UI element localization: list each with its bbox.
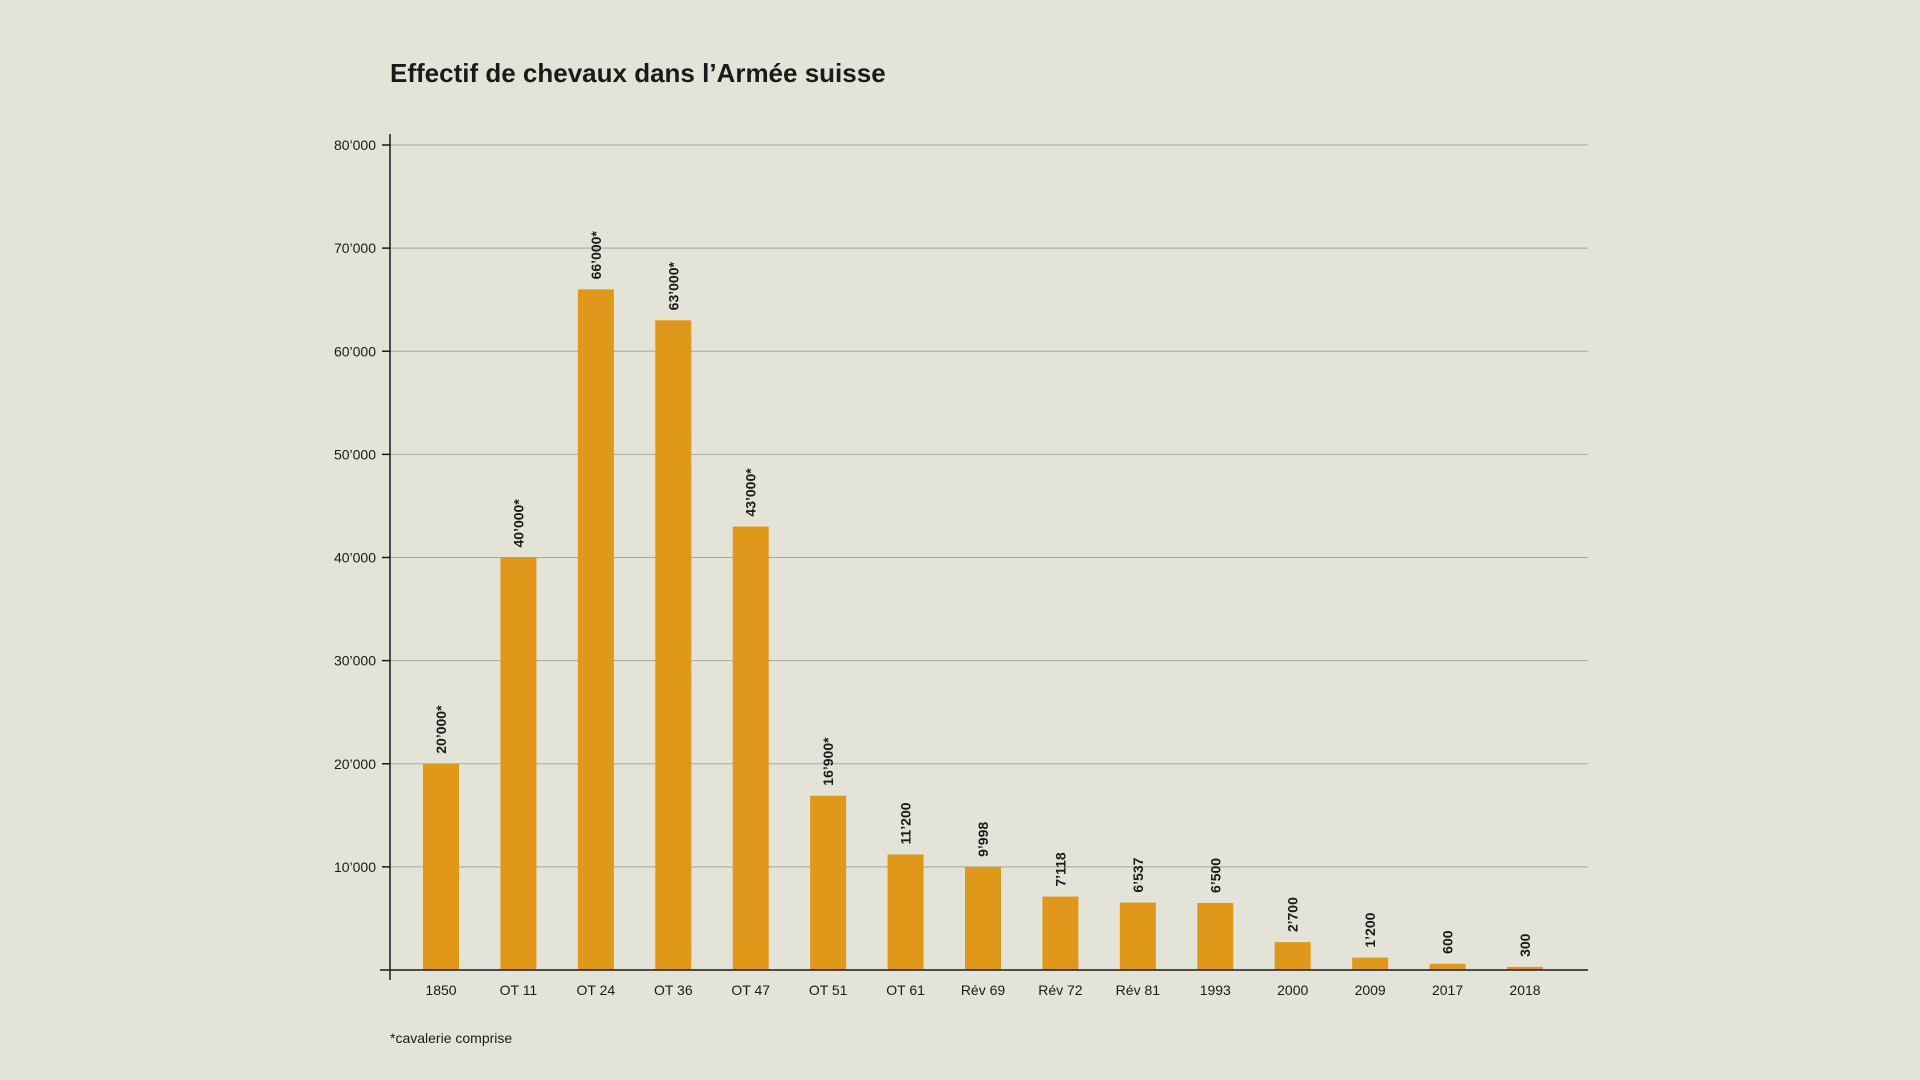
x-tick-label: 2018 [1509, 982, 1540, 998]
x-tick-label: OT 24 [577, 982, 616, 998]
x-tick-label: OT 47 [731, 982, 770, 998]
y-tick-label: 10’000 [334, 859, 376, 875]
data-label: 2’700 [1285, 897, 1301, 932]
x-tick-label: 1850 [425, 982, 456, 998]
bar [1119, 902, 1156, 970]
bar [965, 866, 1001, 970]
bar [1507, 966, 1543, 970]
bar [423, 763, 459, 970]
data-label: 6’537 [1130, 857, 1146, 892]
x-tick-label: 1993 [1200, 982, 1231, 998]
bar [500, 557, 537, 970]
y-tick-label: 50’000 [334, 446, 376, 462]
x-tick-label: Rév 81 [1116, 982, 1161, 998]
x-tick-label: OT 11 [500, 982, 538, 998]
data-label: 600 [1440, 930, 1456, 954]
footnote: *cavalerie comprise [390, 1030, 512, 1046]
y-tick-label: 80’000 [334, 137, 376, 153]
data-label: 6’500 [1207, 858, 1223, 893]
data-label: 43’000* [743, 468, 759, 517]
y-tick-label: 70’000 [334, 240, 376, 256]
y-tick-label: 30’000 [334, 653, 376, 669]
x-tick-label: Rév 69 [961, 982, 1006, 998]
x-tick-label: 2000 [1277, 982, 1308, 998]
bar [887, 854, 924, 970]
data-label: 20’000* [433, 705, 449, 754]
data-label: 16’900* [820, 737, 836, 786]
labels: 10’000 20’000 30’000 40’000 50’000 60’000 70’0… [334, 137, 1541, 998]
bars [423, 289, 1543, 970]
chart-title: Effectif de chevaux dans l’Armée suisse [390, 58, 886, 88]
y-tick-label: 40’000 [334, 550, 376, 566]
data-label: 63’000* [665, 261, 681, 310]
data-label: 11’200 [898, 802, 914, 844]
data-label: 9’998 [975, 822, 991, 857]
bar [655, 320, 692, 970]
data-label: 40’000* [510, 499, 526, 548]
data-label: 66’000* [588, 231, 604, 280]
bar [577, 289, 614, 970]
bar [1197, 902, 1234, 970]
data-label: 7’118 [1052, 852, 1068, 886]
axes [380, 134, 1588, 980]
data-label: 300 [1517, 933, 1533, 957]
x-tick-label: 2009 [1355, 982, 1386, 998]
bar [1429, 963, 1466, 970]
data-label: 1’200 [1362, 912, 1378, 947]
x-tick-label: Rév 72 [1038, 982, 1083, 998]
gridlines [390, 144, 1588, 868]
x-tick-label: OT 36 [654, 982, 693, 998]
bar [1352, 957, 1389, 970]
y-tick-label: 20’000 [334, 756, 376, 772]
y-tick-label: 60’000 [334, 343, 376, 359]
bar [810, 795, 847, 970]
x-tick-label: OT 61 [886, 982, 925, 998]
x-tick-label: 2017 [1432, 982, 1463, 998]
bar [732, 526, 769, 970]
x-tick-label: OT 51 [809, 982, 848, 998]
bar [1042, 896, 1079, 970]
bar [1274, 942, 1311, 970]
